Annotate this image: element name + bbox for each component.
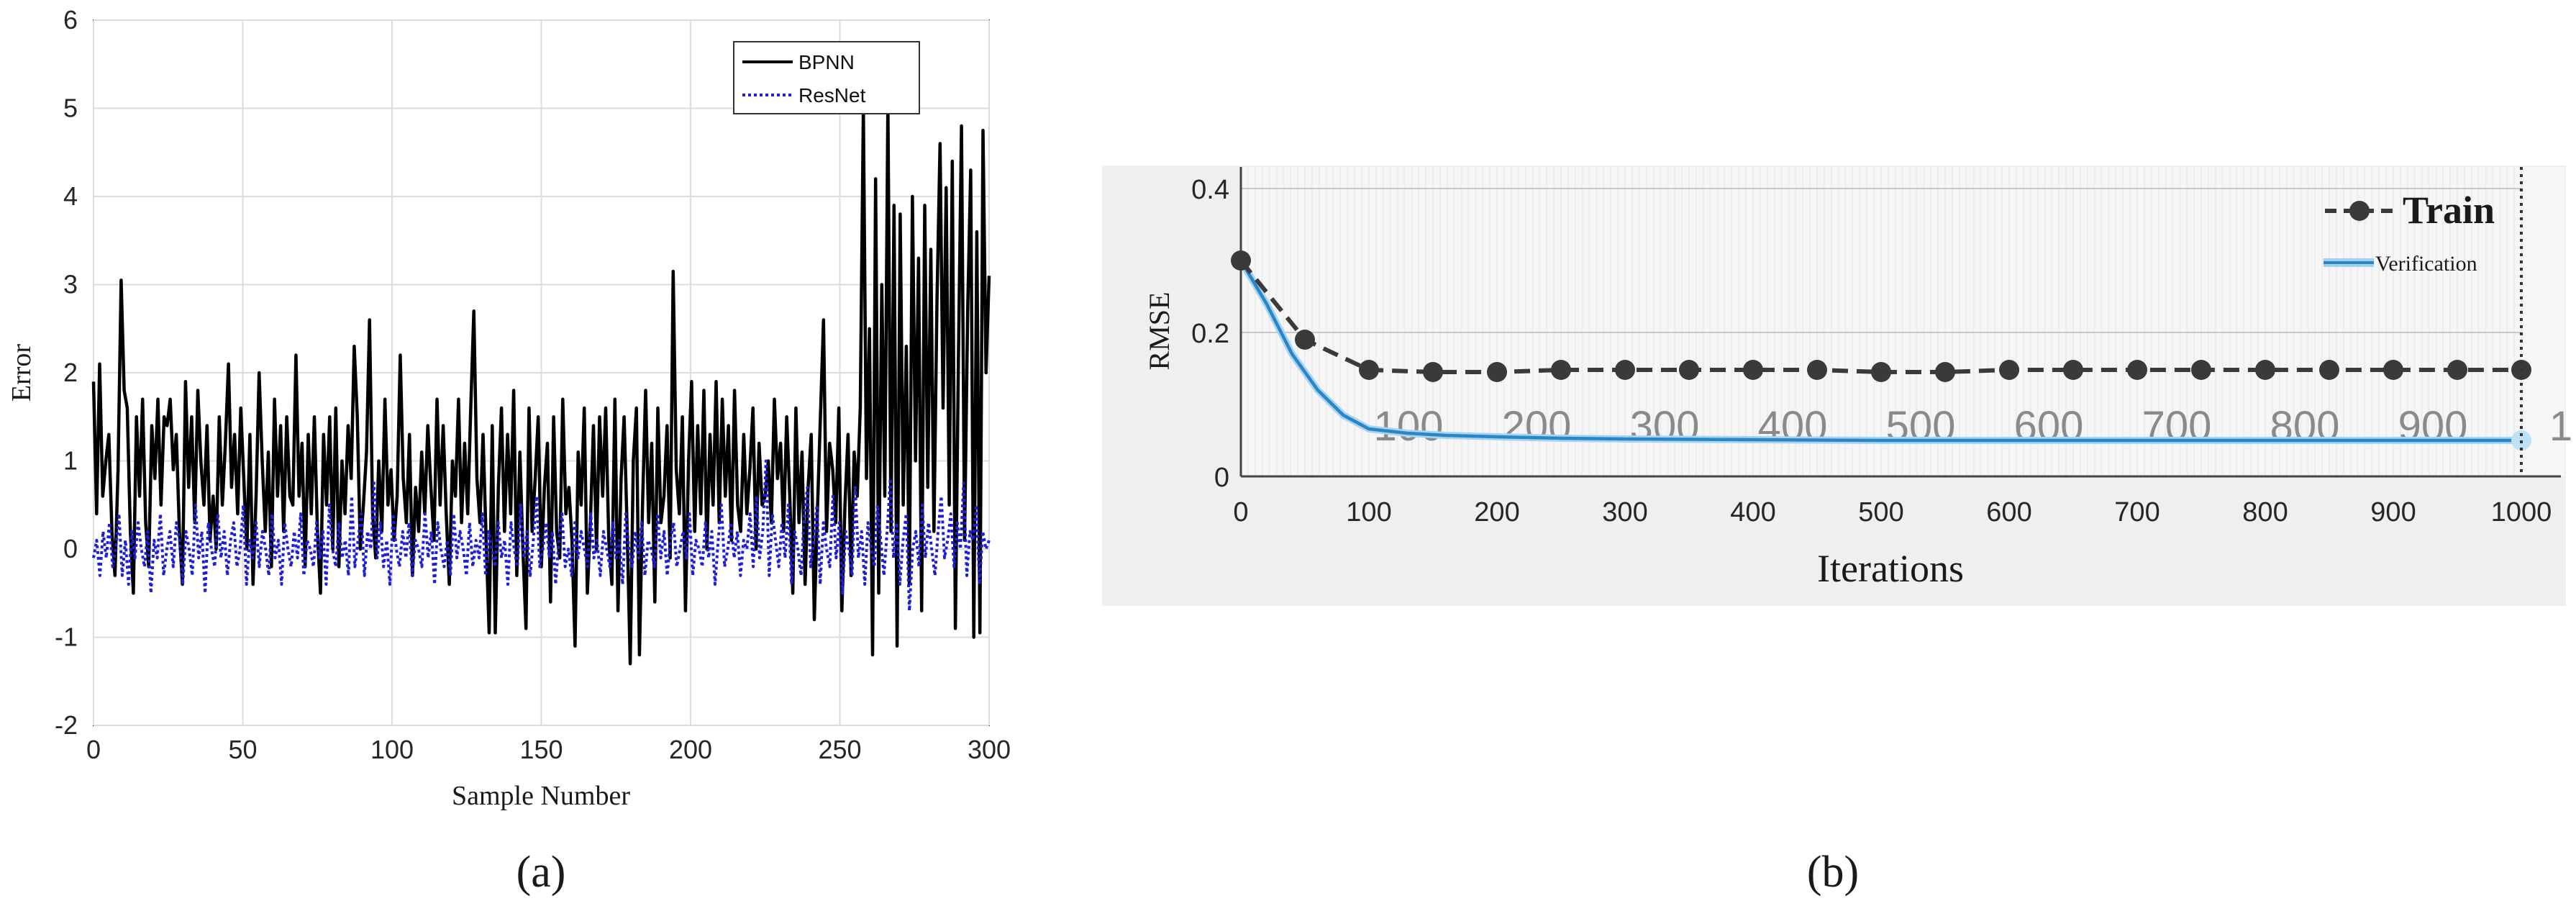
legend-train-marker	[2349, 201, 2370, 221]
panel-b-train-point	[2255, 360, 2275, 380]
panel-b-x-tick-label: 800	[2242, 497, 2288, 527]
panel-b-x-tick-label: 700	[2114, 497, 2159, 527]
panel-a-caption: (a)	[516, 848, 566, 897]
panel-b-x-tick-label: 400	[1730, 497, 1775, 527]
panel-a-y-tick-label: -2	[55, 710, 78, 740]
panel-b-train-point	[1871, 362, 1891, 382]
panel-b-y-tick-label: 0.2	[1191, 319, 1229, 349]
panel-b-train-point	[1359, 360, 1379, 380]
panel-b-x-tick-label: 200	[1474, 497, 1519, 527]
panel-a-x-tick-label: 200	[669, 735, 712, 764]
panel-b-train-point	[1487, 362, 1507, 382]
panel-a-y-tick-label: 6	[63, 5, 78, 35]
panel-b-train-point	[1615, 360, 1635, 380]
panel-a-x-tick-label: 100	[370, 735, 414, 764]
panel-a-y-axis-label: Error	[6, 344, 37, 402]
panel-b-train-point	[2063, 360, 2083, 380]
panel-b-train-point	[1295, 330, 1315, 350]
legend-train-label: Train	[2403, 189, 2495, 232]
panel-b-train-point	[1999, 360, 2019, 380]
legend-resnet-label: ResNet	[798, 84, 866, 107]
panel-b-train-point	[2447, 360, 2467, 380]
panel-a-y-tick-label: 0	[63, 534, 78, 563]
panel-b-train-point	[2127, 360, 2147, 380]
panel-b-x-axis-label: Iterations	[1817, 547, 1964, 590]
panel-b-ghost-tick-label: 200	[1502, 403, 1572, 450]
panel-b-y-tick-label: 0	[1214, 463, 1229, 493]
panel-b-x-tick-label: 1000	[2491, 497, 2552, 527]
panel-b-y-tick-label: 0.4	[1191, 175, 1229, 205]
panel-b-chart: 100 200 300 400 500 600 700 800 900 1 0 0.2 0.4 0 100…	[1102, 166, 2572, 897]
panel-a-x-axis-label: Sample Number	[452, 781, 630, 811]
panel-b-legend: Train Verification	[2324, 189, 2495, 276]
panel-a-y-tick-label: 3	[63, 270, 78, 299]
panel-a-chart: 0 50 100 150 200 250 300 -2 -1 0 1 2 3 4 5 6 BPNN ResNe…	[6, 5, 1011, 897]
panel-b-train-point	[1935, 362, 1955, 382]
panel-b-train-point	[2383, 360, 2403, 380]
panel-b-train-point	[1743, 360, 1763, 380]
panel-a-x-tick-label: 0	[86, 735, 101, 764]
panel-b-x-tick-label: 900	[2370, 497, 2416, 527]
panel-b-y-axis-label: RMSE	[1143, 292, 1175, 371]
panel-a-x-tick-label: 250	[818, 735, 861, 764]
panel-b-train-point	[1807, 360, 1827, 380]
panel-b-train-point	[2191, 360, 2211, 380]
panel-a-legend: BPNN ResNet	[733, 41, 920, 114]
panel-b-x-tick-label: 600	[1986, 497, 2031, 527]
panel-b-x-tick-label: 500	[1858, 497, 1903, 527]
legend-verification-label: Verification	[2375, 252, 2477, 276]
panel-b-x-tick-label: 0	[1233, 497, 1248, 527]
panel-b-series-verification	[1239, 259, 2521, 443]
panel-b-train-point	[1423, 362, 1443, 382]
legend-box	[733, 41, 920, 114]
panel-b-train-point	[1231, 250, 1251, 271]
panel-b-x-tick-label: 300	[1602, 497, 1647, 527]
panel-a-x-tick-label: 150	[519, 735, 563, 764]
panel-a-x-tick-label: 300	[968, 735, 1011, 764]
panel-b-caption: (b)	[1807, 848, 1859, 897]
legend-bpnn-label: BPNN	[798, 51, 855, 73]
panel-a-series-bpnn	[91, 102, 991, 666]
panel-b-ghost-tick-label: 1	[2549, 403, 2572, 450]
panel-a-y-tick-label: 2	[63, 358, 78, 387]
panel-a-series-resnet	[92, 459, 991, 612]
panel-a-y-tick-label: -1	[55, 622, 78, 652]
panel-a-x-tick-label: 50	[228, 735, 257, 764]
panel-b-train-point	[1551, 360, 1571, 380]
panel-b-train-point	[2319, 360, 2339, 380]
panel-b-ghost-tick-label: 100	[1374, 403, 1444, 450]
panel-a-y-tick-label: 1	[63, 446, 78, 476]
panel-a-y-tick-label: 4	[63, 181, 78, 211]
panel-b-train-point	[1679, 360, 1699, 380]
panel-b-x-tick-label: 100	[1346, 497, 1391, 527]
panel-a-y-tick-label: 5	[63, 94, 78, 123]
